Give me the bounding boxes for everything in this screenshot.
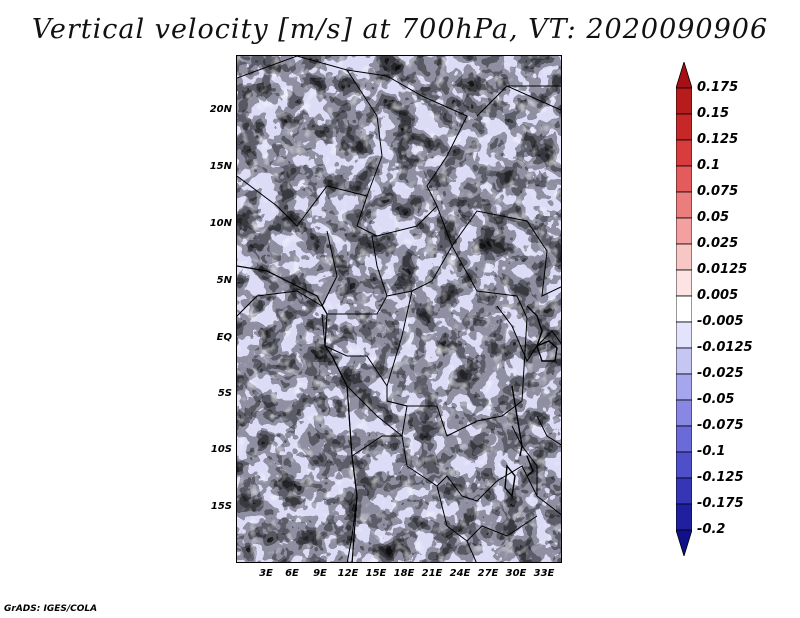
lat-label-5s: 5S [217, 388, 232, 399]
colorbar-label: -0.125 [697, 470, 744, 485]
lon-label-6e: 6E [285, 568, 299, 579]
lat-label-10s: 10S [210, 444, 232, 455]
colorbar-label: -0.05 [697, 392, 735, 407]
lat-label-5n: 5N [216, 275, 232, 286]
colorbar-segment [676, 399, 692, 427]
velocity-map [236, 55, 562, 563]
colorbar-segment [676, 217, 692, 245]
colorbar-segment [676, 321, 692, 349]
lon-label-33e: 33E [533, 568, 555, 579]
colorbar-label: -0.025 [697, 366, 744, 381]
colorbar [676, 62, 692, 556]
colorbar-label: 0.175 [697, 80, 739, 95]
colorbar-segment [676, 477, 692, 505]
country-borders [237, 56, 561, 562]
colorbar-label: 0.15 [697, 106, 730, 121]
coastline [237, 265, 358, 562]
lon-label-9e: 9E [313, 568, 327, 579]
lon-label-24e: 24E [449, 568, 471, 579]
lat-label-20n: 20N [209, 104, 232, 115]
neutral-field [237, 56, 561, 562]
colorbar-segment [676, 113, 692, 141]
colorbar-label: -0.0125 [697, 340, 753, 355]
lat-label-eq: EQ [216, 332, 232, 343]
colorbar-segment [676, 87, 692, 115]
lon-label-3e: 3E [259, 568, 273, 579]
colorbar-segment [676, 269, 692, 297]
colorbar-segment [676, 191, 692, 219]
lon-label-21e: 21E [421, 568, 443, 579]
lon-label-27e: 27E [477, 568, 499, 579]
colorbar-label: 0.1 [697, 158, 721, 173]
lon-label-12e: 12E [337, 568, 359, 579]
map-field [237, 56, 561, 562]
colorbar-label: -0.1 [697, 444, 726, 459]
colorbar-segment [676, 165, 692, 193]
lon-label-18e: 18E [393, 568, 415, 579]
lake-outlines [504, 305, 558, 498]
colorbar-label: 0.075 [697, 184, 739, 199]
colorbar-segment [676, 425, 692, 453]
colorbar-label: -0.075 [697, 418, 744, 433]
colorbar-segment [676, 295, 692, 323]
lat-label-15s: 15S [210, 501, 232, 512]
colorbar-label: 0.005 [697, 288, 739, 303]
map-title: Vertical velocity [m/s] at 700hPa, VT: 2… [31, 14, 769, 45]
colorbar-label: 0.0125 [697, 262, 748, 277]
colorbar-label: 0.025 [697, 236, 739, 251]
lon-label-30e: 30E [505, 568, 527, 579]
colorbar-label: 0.125 [697, 132, 739, 147]
lon-label-15e: 15E [365, 568, 387, 579]
colorbar-label: -0.005 [697, 314, 744, 329]
lat-label-15n: 15N [209, 161, 232, 172]
colorbar-segment [676, 373, 692, 401]
lat-label-10n: 10N [209, 218, 232, 229]
colorbar-label: -0.175 [697, 496, 744, 511]
colorbar-segments [676, 62, 692, 556]
colorbar-segment [676, 347, 692, 375]
colorbar-label: -0.2 [697, 522, 726, 537]
grads-credit: GrADS: IGES/COLA [4, 604, 98, 614]
colorbar-segment [676, 529, 692, 556]
colorbar-label: 0.05 [697, 210, 730, 225]
colorbar-segment [676, 139, 692, 167]
colorbar-segment [676, 243, 692, 271]
colorbar-segment [676, 62, 692, 89]
colorbar-segment [676, 451, 692, 479]
colorbar-segment [676, 503, 692, 531]
